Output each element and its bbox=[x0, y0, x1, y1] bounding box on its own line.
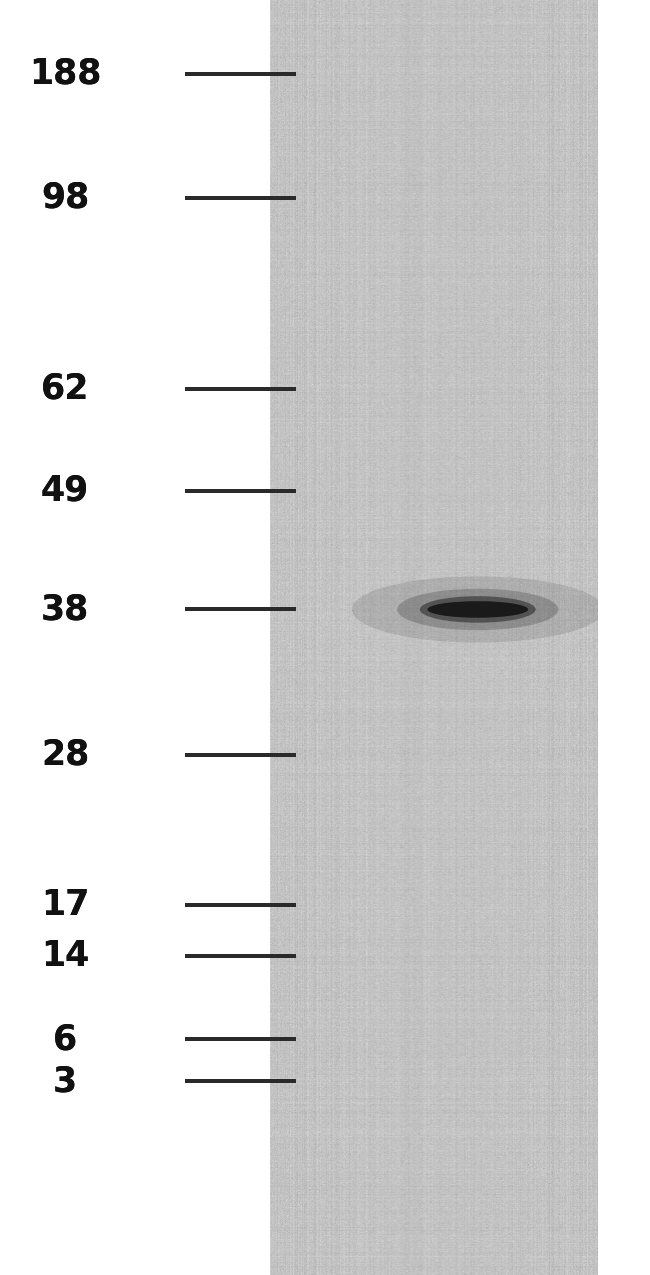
Text: 188: 188 bbox=[29, 57, 101, 91]
Text: 62: 62 bbox=[41, 372, 89, 405]
Text: 49: 49 bbox=[41, 474, 89, 507]
Text: 6: 6 bbox=[53, 1023, 77, 1056]
Text: 62: 62 bbox=[41, 372, 89, 405]
Text: 49: 49 bbox=[41, 474, 89, 507]
Text: 14: 14 bbox=[41, 940, 89, 973]
Text: 28: 28 bbox=[41, 738, 89, 771]
Bar bbox=[0, 0, 270, 1275]
Text: 3: 3 bbox=[53, 1065, 77, 1098]
Text: 188: 188 bbox=[29, 57, 101, 91]
Text: 3: 3 bbox=[53, 1065, 77, 1098]
Ellipse shape bbox=[397, 589, 558, 630]
Ellipse shape bbox=[420, 597, 536, 622]
Text: 17: 17 bbox=[41, 889, 89, 922]
Text: 98: 98 bbox=[41, 181, 89, 214]
Text: 38: 38 bbox=[41, 593, 89, 626]
Ellipse shape bbox=[428, 601, 528, 617]
Text: 6: 6 bbox=[53, 1023, 77, 1056]
Ellipse shape bbox=[352, 576, 604, 643]
Text: 17: 17 bbox=[41, 889, 89, 922]
Text: 14: 14 bbox=[41, 940, 89, 973]
Bar bbox=[598, 0, 650, 1275]
Text: 98: 98 bbox=[41, 181, 89, 214]
Text: 28: 28 bbox=[41, 738, 89, 771]
Text: 38: 38 bbox=[41, 593, 89, 626]
